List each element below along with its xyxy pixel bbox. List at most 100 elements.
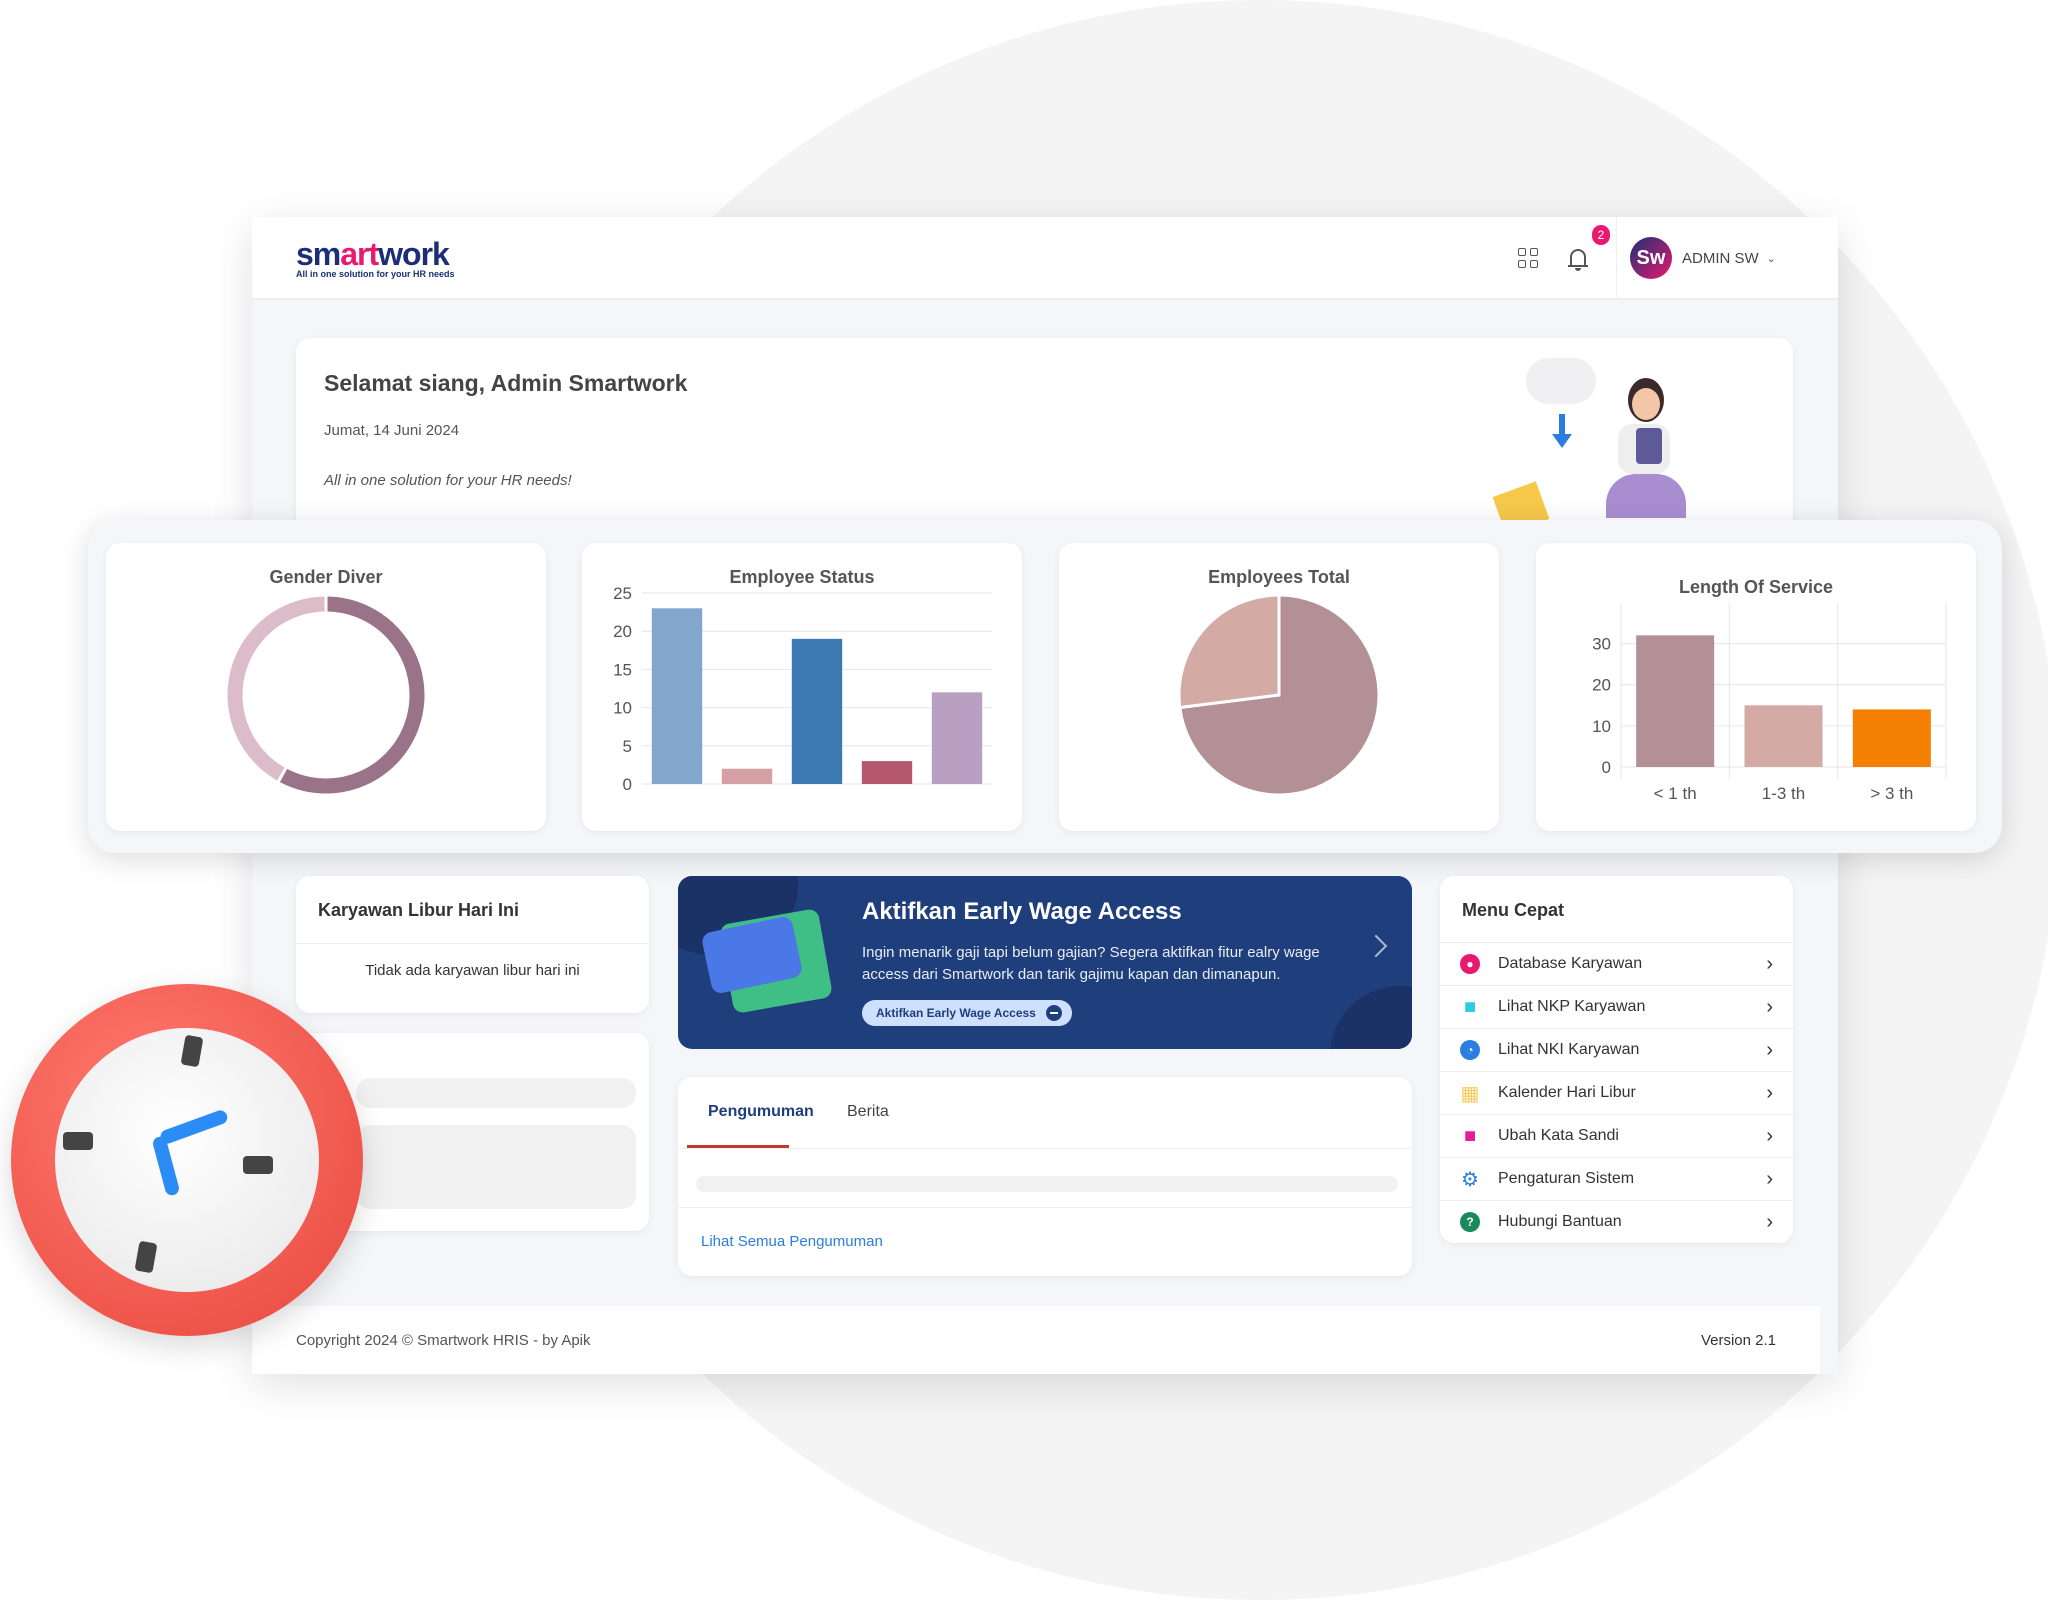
x-tick-label: < 1 th (1654, 784, 1697, 803)
view-all-announcements-link[interactable]: Lihat Semua Pengumuman (701, 1233, 883, 1250)
ewa-banner[interactable]: Aktifkan Early Wage Access Ingin menarik… (678, 876, 1412, 1049)
chevron-right-icon: › (1766, 995, 1773, 1018)
quick-menu-item[interactable]: ■ Ubah Kata Sandi › (1440, 1114, 1793, 1157)
leave-empty-message: Tidak ada karyawan libur hari ini (365, 962, 580, 979)
chart-title: Gender Diver (269, 567, 383, 587)
divider (1616, 217, 1617, 300)
decor-circle (1330, 986, 1412, 1049)
greeting-date: Jumat, 14 Juni 2024 (324, 422, 460, 439)
y-tick-label: 30 (1592, 635, 1611, 654)
quick-menu-item[interactable]: ⚙ Pengaturan Sistem › (1440, 1157, 1793, 1200)
apps-grid-icon[interactable] (1518, 248, 1538, 268)
button-label: Aktifkan Early Wage Access (876, 1006, 1036, 1020)
quick-menu-label: Hubungi Bantuan (1498, 1213, 1622, 1230)
bar[interactable] (1744, 705, 1823, 767)
download-arrow-illustration (1552, 414, 1572, 448)
avatar: Sw (1630, 237, 1672, 279)
user-menu[interactable]: Sw ADMIN SW ⌄ (1630, 237, 1776, 279)
logo-text: sm (296, 236, 341, 272)
chart-svg (224, 593, 428, 797)
quick-menu-label: Pengaturan Sistem (1498, 1170, 1635, 1187)
logo-tagline: All in one solution for your HR needs (296, 269, 455, 279)
leave-card: Karyawan Libur Hari Ini Tidak ada karyaw… (296, 876, 649, 1013)
check-square-icon: ■ (1463, 995, 1477, 1018)
divider (678, 1148, 1412, 1149)
copyright: Copyright 2024 © Smartwork HRIS - by Api… (296, 1332, 591, 1349)
logo[interactable]: smartwork All in one solution for your H… (296, 236, 455, 279)
active-tab-indicator (687, 1145, 789, 1148)
bar[interactable] (1852, 709, 1931, 767)
tab-pengumuman[interactable]: Pengumuman (708, 1103, 814, 1120)
quick-menu-label: Database Karyawan (1498, 955, 1643, 972)
chart-svg: 0 10 20 30 < 1 th 1-3 th > 3 th (1592, 603, 1947, 803)
help-circle-icon: ? (1460, 1212, 1480, 1232)
quick-menu-item[interactable]: ▦ Kalender Hari Libur › (1440, 1071, 1793, 1114)
divider (678, 1207, 1412, 1208)
woman-illustration (1606, 378, 1686, 518)
chart-card: Length Of Service 0 10 20 30 < 1 th 1-3 th > 3 … (1536, 543, 1976, 831)
notification-badge: 2 (1592, 225, 1610, 245)
x-tick-label: > 3 th (1870, 784, 1913, 803)
logo-text: work (378, 236, 450, 272)
logo-text: art (340, 236, 379, 272)
chevron-right-icon: › (1766, 1210, 1773, 1233)
chart-svg: 0 5 10 15 20 25 (613, 584, 992, 794)
bar[interactable] (861, 761, 913, 784)
chart-title: Length Of Service (1678, 577, 1834, 597)
quick-menu-item[interactable]: ● Database Karyawan › (1440, 942, 1793, 985)
pie-slice[interactable] (224, 593, 328, 785)
bar[interactable] (1636, 635, 1715, 767)
clock-icon: ◔ (1460, 1040, 1480, 1060)
bar[interactable] (721, 768, 773, 784)
quick-menu-label: Kalender Hari Libur (1498, 1084, 1636, 1101)
skeleton-line (696, 1176, 1398, 1192)
x-tick-label: 1-3 th (1762, 784, 1805, 803)
quick-menu-list: ● Database Karyawan › ■ Lihat NKP Karyawan › ◔… (1440, 942, 1793, 1243)
quick-menu-item[interactable]: ? Hubungi Bantuan › (1440, 1200, 1793, 1243)
gear-icon: ⚙ (1461, 1168, 1479, 1191)
clock-illustration (11, 984, 363, 1336)
quick-menu-item[interactable]: ■ Lihat NKP Karyawan › (1440, 985, 1793, 1028)
y-tick-label: 10 (613, 699, 632, 718)
ewa-title: Aktifkan Early Wage Access (862, 898, 1182, 925)
chart-svg (1177, 593, 1381, 797)
chevron-down-icon: ⌄ (1766, 252, 1776, 265)
chevron-right-icon: › (1766, 1124, 1773, 1147)
chart-card: Gender Diver (106, 543, 546, 831)
chart-title: Employees Total (1208, 567, 1350, 587)
greeting-card: Selamat siang, Admin Smartwork Jumat, 14… (296, 338, 1793, 538)
pie-slice[interactable] (1177, 593, 1281, 710)
greeting-title: Selamat siang, Admin Smartwork (324, 370, 688, 396)
quick-menu-label: Lihat NKI Karyawan (1498, 1041, 1640, 1058)
greeting-tagline: All in one solution for your HR needs! (324, 472, 572, 489)
user-circle-icon: ● (1460, 954, 1480, 974)
version: Version 2.1 (1700, 1332, 1776, 1349)
pie-slice[interactable] (275, 593, 428, 797)
ewa-activate-button[interactable]: Aktifkan Early Wage Access (862, 1000, 1072, 1026)
arrow-right-icon (1045, 1005, 1062, 1021)
tab-berita[interactable]: Berita (847, 1103, 889, 1120)
top-header: smartwork All in one solution for your H… (252, 217, 1838, 300)
bell-icon[interactable] (1568, 249, 1588, 271)
y-tick-label: 15 (613, 660, 632, 679)
quick-menu-card: Menu Cepat ● Database Karyawan › ■ Lihat NKP… (1440, 876, 1793, 1243)
chart-card: Employee Status 0 5 10 15 20 25 (582, 543, 1022, 831)
ewa-description: Ingin menarik gaji tapi belum gajian? Se… (862, 944, 1320, 983)
bar[interactable] (931, 692, 983, 784)
y-tick-label: 25 (613, 584, 632, 603)
y-tick-label: 0 (623, 775, 632, 794)
skeleton-line (356, 1078, 636, 1108)
y-tick-label: 0 (1602, 758, 1611, 777)
y-tick-label: 20 (613, 622, 632, 641)
y-tick-label: 5 (623, 737, 632, 756)
chart-title: Employee Status (729, 567, 875, 587)
chevron-right-icon: › (1766, 1167, 1773, 1190)
quick-menu-item[interactable]: ◔ Lihat NKI Karyawan › (1440, 1028, 1793, 1071)
bar[interactable] (791, 638, 843, 784)
leave-title: Karyawan Libur Hari Ini (296, 876, 649, 944)
chevron-right-icon[interactable] (1364, 934, 1388, 958)
quick-menu-label: Lihat NKP Karyawan (1498, 998, 1646, 1015)
bar[interactable] (651, 608, 703, 784)
cloud-illustration (1526, 358, 1596, 404)
chart-card: Employees Total (1059, 543, 1499, 831)
